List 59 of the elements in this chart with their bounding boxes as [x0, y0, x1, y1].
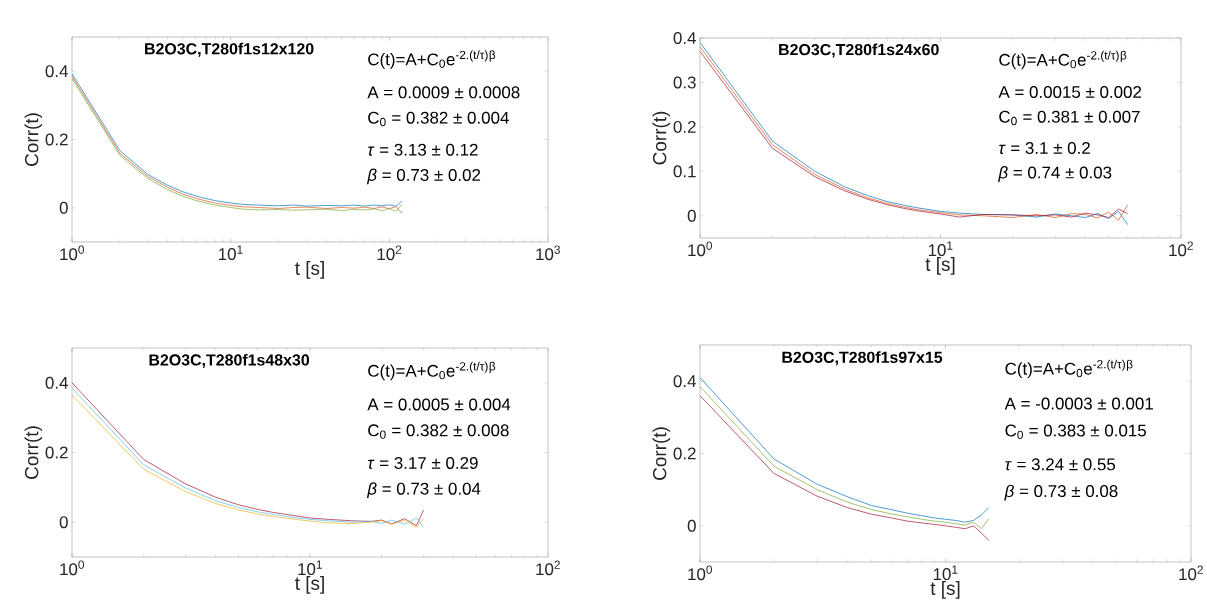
annotation: C$_{0}$ = 0.382 ± 0.008 [368, 424, 509, 439]
y-tick-label: 0.2 [45, 133, 68, 146]
annotation: β = 0.73 ± 0.02 [366, 168, 481, 185]
y-tick-label: 0 [687, 519, 696, 532]
y-axis-title: Corr(t) [652, 111, 671, 165]
annotation: τ = 3.24 ± 0.55 [1005, 458, 1116, 471]
y-tick-label: 0.2 [45, 446, 68, 459]
annotation: C$_{0}$ = 0.381 ± 0.007 [999, 110, 1140, 126]
chart-title: B2O3C,T280f1s12x120 [145, 42, 314, 57]
annotation: β = 0.73 ± 0.08 [1004, 484, 1118, 501]
x-tick-label: 10$^{2}$ [377, 245, 402, 261]
y-tick-label: 0.3 [673, 76, 696, 89]
annotation: τ = 3.17 ± 0.29 [367, 456, 478, 469]
y-tick-label: 0.4 [45, 65, 68, 78]
x-axis-title: t [s] [295, 576, 324, 594]
annotation: β = 0.74 ± 0.03 [998, 166, 1112, 182]
annotation: C(t)=A+C$_{0}$e$^{-2.(t/τ)β}$ [999, 50, 1127, 70]
annotation: C$_{0}$ = 0.382 ± 0.004 [368, 111, 509, 127]
annotation: C(t)=A+C$_{0}$e$^{-2.(t/τ)β}$ [368, 361, 496, 381]
annotation: A = 0.0009 ± 0.0008 [367, 86, 520, 99]
y-axis-title: Corr(t) [24, 426, 43, 479]
y-tick-label: 0.4 [45, 376, 68, 389]
y-tick-label: 0.1 [673, 165, 696, 178]
annotation: τ = 3.1 ± 0.2 [999, 142, 1090, 154]
x-tick-label: 10$^{2}$ [536, 560, 560, 576]
annotation: C$_{0}$ = 0.383 ± 0.015 [1005, 424, 1146, 440]
x-tick-label: 10$^{3}$ [536, 245, 560, 261]
x-tick-label: 10$^{0}$ [688, 241, 713, 257]
chart-title: B2O3C,T280f1s24x60 [779, 43, 939, 58]
chart-title: B2O3C,T280f1s97x15 [782, 351, 943, 366]
y-tick-label: 0 [687, 209, 696, 222]
x-tick-label: 10$^{1}$ [298, 560, 322, 576]
x-axis-title: t [s] [295, 261, 324, 279]
x-tick-label: 10$^{1}$ [933, 565, 958, 581]
x-axis-title: t [s] [930, 581, 960, 599]
x-tick-label: 10$^{1}$ [928, 241, 953, 257]
y-tick-label: 0 [59, 201, 68, 214]
annotation: A = 0.0005 ± 0.004 [367, 398, 511, 411]
annotation: β = 0.73 ± 0.04 [366, 482, 481, 499]
annotation: τ = 3.13 ± 0.12 [367, 143, 478, 156]
y-tick-label: 0.2 [673, 120, 696, 133]
x-tick-label: 10$^{0}$ [60, 245, 84, 261]
annotation: C(t)=A+C$_{0}$e$^{-2.(t/τ)β}$ [1005, 359, 1133, 379]
y-tick-label: 0.2 [673, 447, 696, 460]
x-tick-label: 10$^{0}$ [688, 565, 713, 581]
y-tick-label: 0.4 [673, 32, 696, 44]
x-tick-label: 10$^{2}$ [1179, 565, 1203, 581]
annotation: C(t)=A+C$_{0}$e$^{-2.(t/τ)β}$ [368, 50, 496, 69]
annotation: A = -0.0003 ± 0.001 [1004, 397, 1153, 410]
x-tick-label: 10$^{2}$ [1169, 241, 1193, 257]
x-axis-title: t [s] [925, 257, 955, 275]
y-tick-label: 0 [59, 516, 68, 529]
y-tick-label: 0.4 [673, 375, 696, 388]
y-axis-title: Corr(t) [24, 113, 43, 166]
annotation: A = 0.0015 ± 0.002 [998, 86, 1142, 98]
x-tick-label: 10$^{1}$ [219, 245, 243, 261]
chart-title: B2O3C,T280f1s48x30 [149, 353, 310, 368]
x-tick-label: 10$^{0}$ [60, 560, 84, 576]
y-axis-title: Corr(t) [652, 427, 671, 480]
